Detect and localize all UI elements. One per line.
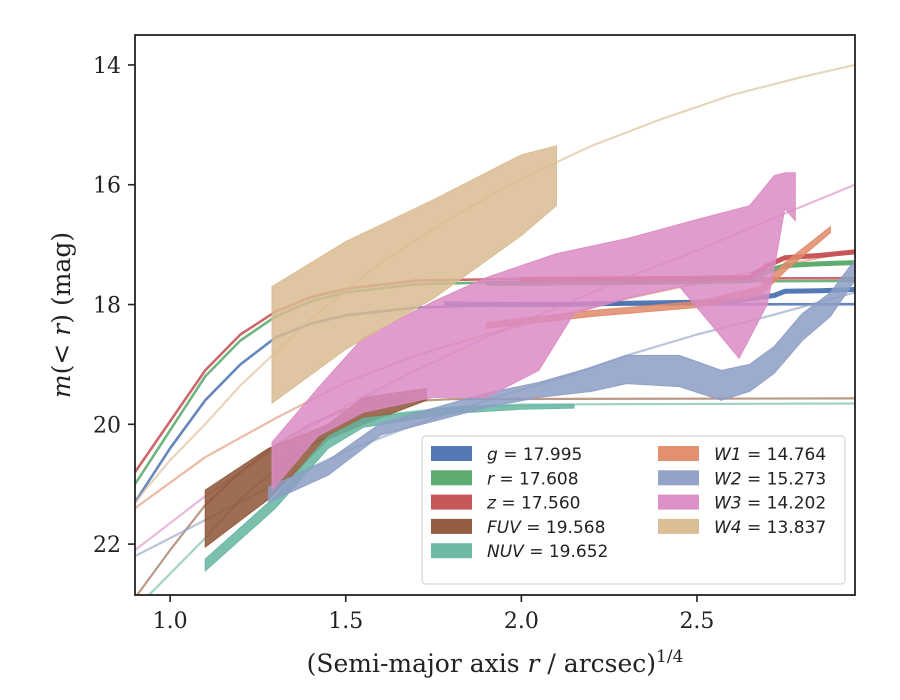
data-bands xyxy=(204,145,855,573)
plot-frame xyxy=(134,34,856,596)
legend-magnitude: = 15.273 xyxy=(742,469,827,489)
x-tick-label: 1.0 xyxy=(153,609,188,634)
y-tick-label: 20 xyxy=(93,413,121,438)
legend-swatch-w1 xyxy=(658,446,699,461)
x-axis-label-main: (Semi-major axis xyxy=(307,649,528,678)
x-tick-label: 1.5 xyxy=(328,609,363,634)
y-tick-label: 18 xyxy=(93,294,121,319)
y-axis-label-m: m xyxy=(47,374,76,398)
y-axis-label-paren: (< xyxy=(47,336,76,375)
x-tick-label: 2.0 xyxy=(504,609,539,634)
legend-band-name: FUV xyxy=(487,518,522,538)
y-axis-label-r: r xyxy=(47,322,76,336)
legend-label-w3: W3 = 14.202 xyxy=(714,494,826,514)
y-axis-label-close: ) (mag) xyxy=(47,232,76,324)
legend-label-z: z = 17.560 xyxy=(486,494,580,514)
legend-magnitude: = 17.608 xyxy=(494,469,579,489)
data-band-w4 xyxy=(271,145,557,405)
legend-swatch-w2 xyxy=(658,470,699,486)
legend-swatch-r xyxy=(431,470,472,486)
legend-swatch-w4 xyxy=(658,518,699,534)
legend-band-name: W2 xyxy=(714,469,742,489)
legend-band-name: W3 xyxy=(714,494,742,514)
legend-band-name: g xyxy=(487,445,498,465)
data-band-w3 xyxy=(271,172,796,492)
legend-band-name: W4 xyxy=(714,518,742,538)
x-axis-label: (Semi-major axis r / arcsec)1/4 xyxy=(307,647,684,678)
legend-magnitude: = 19.652 xyxy=(524,542,609,562)
legend-magnitude: = 17.560 xyxy=(496,494,581,514)
legend-magnitude: = 13.837 xyxy=(742,518,827,538)
legend-band-name: z xyxy=(486,494,497,514)
y-tick-label: 16 xyxy=(93,174,121,199)
y-axis-label: m(< r) (mag) xyxy=(47,232,76,398)
y-tick-label: 22 xyxy=(93,533,121,558)
legend-label-w2: W2 = 15.273 xyxy=(714,469,826,489)
legend-magnitude: = 14.764 xyxy=(742,445,827,465)
legend-swatch-fuv xyxy=(431,518,472,534)
x-axis-label-var: r xyxy=(528,649,542,678)
legend-swatch-z xyxy=(431,494,472,510)
legend-label-nuv: NUV = 19.652 xyxy=(487,542,608,562)
legend-swatch-g xyxy=(431,446,472,461)
x-axis-label-tail: / arcsec) xyxy=(539,649,656,678)
legend-magnitude: = 19.568 xyxy=(521,518,606,538)
legend-magnitude: = 17.995 xyxy=(498,445,583,465)
legend-band-name: r xyxy=(487,469,495,489)
legend-frame xyxy=(421,435,846,585)
legend-band-name: NUV xyxy=(487,542,525,562)
legend-label-w1: W1 = 14.764 xyxy=(714,445,826,465)
legend-magnitude: = 14.202 xyxy=(742,494,827,514)
data-band-w2 xyxy=(268,258,855,503)
legend-label-fuv: FUV = 19.568 xyxy=(487,518,605,538)
x-axis-label-sup: 1/4 xyxy=(656,647,683,667)
legend-label-g: g = 17.995 xyxy=(487,445,582,465)
legend-swatch-nuv xyxy=(431,543,472,559)
x-tick-label: 2.5 xyxy=(679,609,714,634)
x-axis: 1.0 1.5 2.0 2.5 xyxy=(153,595,714,634)
legend-swatch-w3 xyxy=(658,494,699,510)
y-axis: 14 16 18 20 22 xyxy=(93,54,135,558)
y-tick-label: 14 xyxy=(93,54,121,79)
legend-band-name: W1 xyxy=(714,445,742,465)
legend-label-r: r = 17.608 xyxy=(487,469,579,489)
legend-label-w4: W4 = 13.837 xyxy=(714,518,826,538)
